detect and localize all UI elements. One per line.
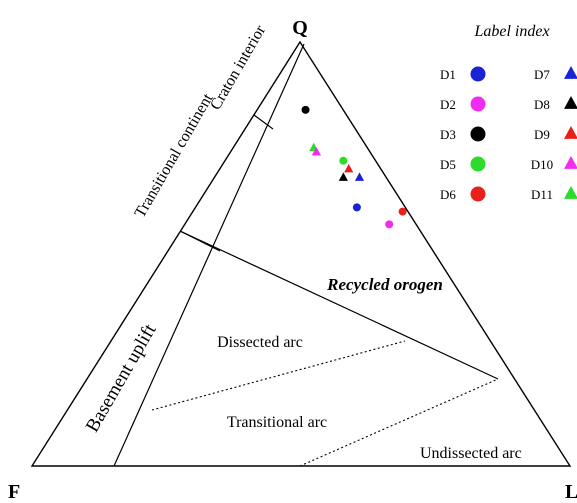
field-boundaries <box>113 43 499 467</box>
field-label-recycled-orogen: Recycled orogen <box>326 275 443 294</box>
field-label-transitional-continent: Transitional continent <box>132 90 217 220</box>
sample-point-d5 <box>339 156 348 165</box>
vertex-label-l: L <box>565 481 577 503</box>
sample-points <box>301 105 407 229</box>
sample-point-d8 <box>338 172 348 181</box>
legend-marker-circle <box>470 186 486 202</box>
sample-point-d6 <box>398 207 407 216</box>
legend-item-d1: D1 <box>440 66 486 82</box>
sample-point-d9 <box>344 163 354 173</box>
legend-title: Label index <box>473 23 549 40</box>
legend-marker-circle <box>470 66 486 82</box>
legend-item-d7: D7 <box>534 65 577 82</box>
vertex-label-f: F <box>8 481 20 503</box>
field-label-dissected-arc: Dissected arc <box>217 334 303 351</box>
legend-marker-triangle <box>564 125 577 139</box>
legend-item-d2: D2 <box>440 96 486 112</box>
craton-interior-boundary <box>253 114 274 130</box>
legend-item-d9: D9 <box>534 125 577 142</box>
legend-marker-triangle <box>564 65 577 79</box>
legend-label: D8 <box>534 97 550 112</box>
legend-item-d3: D3 <box>440 126 486 142</box>
field-label-undissected-arc: Undissected arc <box>420 445 522 462</box>
sample-point-d3 <box>301 105 310 114</box>
legend-marker-triangle <box>564 95 577 109</box>
vertex-label-q: Q <box>292 17 308 39</box>
arc-boundaries <box>151 340 499 467</box>
legend-label: D9 <box>534 127 550 142</box>
legend-marker-circle <box>470 96 486 112</box>
legend-item-d5: D5 <box>440 156 486 172</box>
legend-label: D5 <box>440 157 456 172</box>
legend-item-d10: D10 <box>531 155 577 172</box>
legend-label: D10 <box>531 157 553 172</box>
sample-point-d1 <box>352 203 361 212</box>
legend-label: D11 <box>531 187 553 202</box>
legend-label: D1 <box>440 67 456 82</box>
legend-marker-triangle <box>564 185 577 199</box>
continental-block-divider <box>113 43 305 467</box>
legend-label: D7 <box>534 67 550 82</box>
sample-point-d2 <box>385 220 394 229</box>
sample-point-d7 <box>354 172 365 181</box>
undissected-arc-boundary <box>299 378 499 467</box>
legend-marker-triangle <box>564 155 577 169</box>
legend: Label index D1 D2 D3 D5 D6 D7 D8 D9 D10 D11 <box>440 23 577 202</box>
legend-item-d6: D6 <box>440 186 486 202</box>
legend-label: D3 <box>440 127 456 142</box>
legend-item-d11: D11 <box>531 185 577 202</box>
dissected-arc-boundary <box>151 340 406 411</box>
sample-point-d10 <box>311 146 321 156</box>
legend-label: D6 <box>440 187 456 202</box>
legend-marker-circle <box>470 126 486 142</box>
recycled-orogen-boundary <box>179 230 499 380</box>
field-label-basement-uplift: Basement uplift <box>82 320 161 436</box>
legend-marker-circle <box>470 156 486 172</box>
legend-label: D2 <box>440 97 456 112</box>
field-label-transitional-arc: Transitional arc <box>227 414 327 431</box>
legend-item-d8: D8 <box>534 95 577 112</box>
